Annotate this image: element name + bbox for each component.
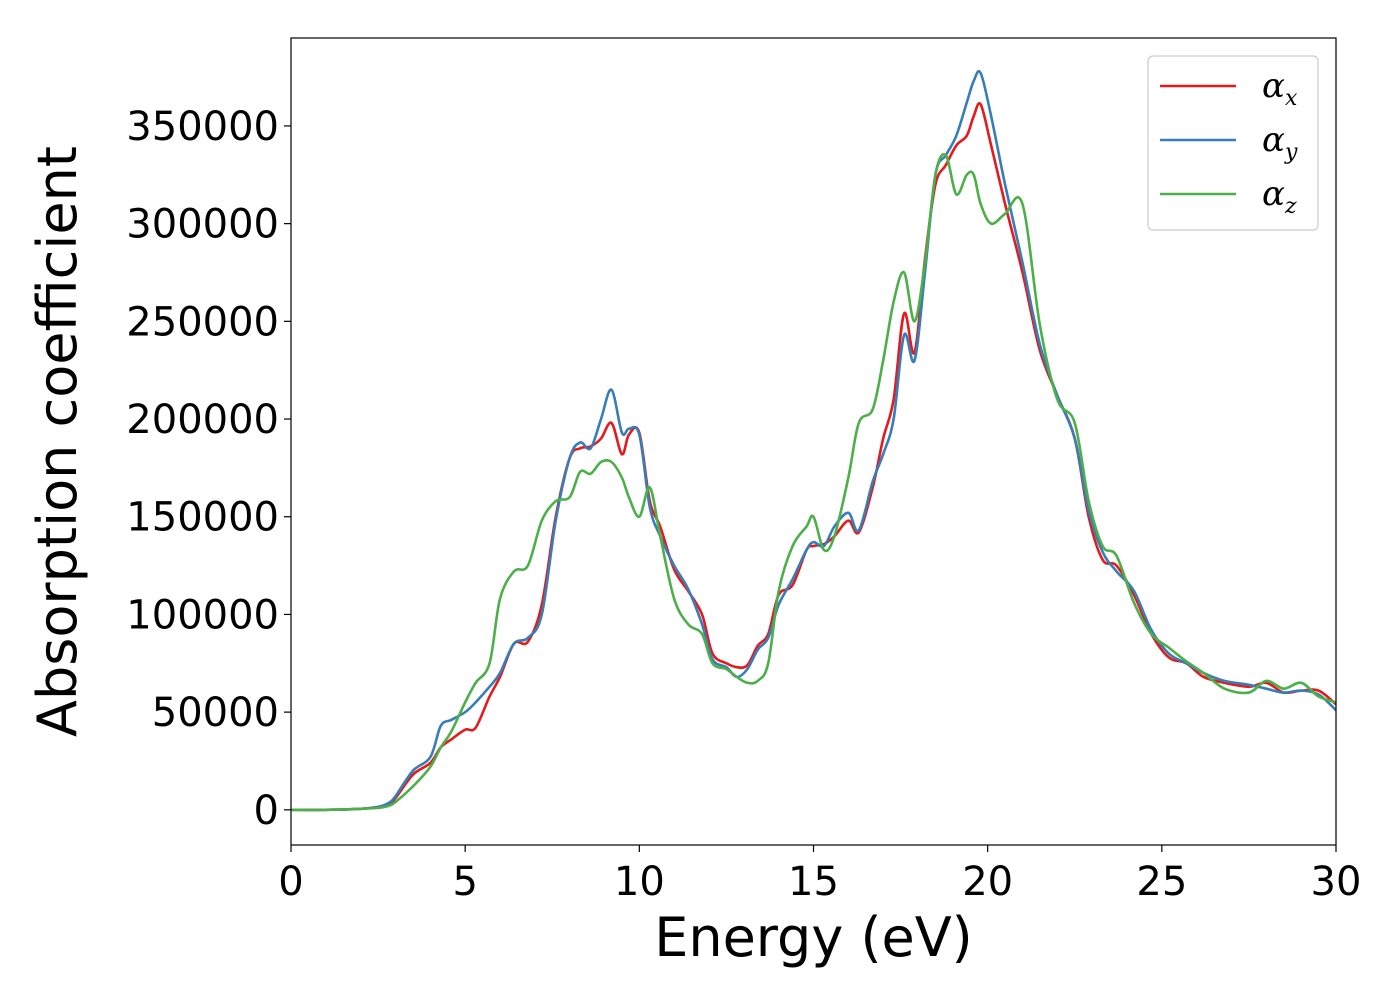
x-axis-label: Energy (eV) <box>654 906 973 969</box>
x-tick-label: 10 <box>614 859 665 905</box>
x-tick-label: 20 <box>962 859 1013 905</box>
y-tick-label: 0 <box>254 788 279 834</box>
series-layer <box>291 69 1336 812</box>
x-tick-label: 30 <box>1311 859 1362 905</box>
y-tick-label: 250000 <box>126 299 279 345</box>
x-axis-ticks: 0 5 10 15 20 25 30 <box>278 845 1361 905</box>
y-tick-label: 350000 <box>126 104 279 150</box>
x-tick-label: 15 <box>788 859 839 905</box>
y-tick-label: 300000 <box>126 202 279 248</box>
y-tick-label: 200000 <box>126 397 279 443</box>
legend-label-x: αx <box>1262 66 1298 111</box>
x-tick-label: 25 <box>1136 859 1187 905</box>
legend-box <box>1147 55 1319 231</box>
x-tick-label: 5 <box>452 859 477 905</box>
y-tick-label: 50000 <box>152 690 279 736</box>
y-tick-label: 150000 <box>126 495 279 541</box>
legend-label-z: αz <box>1262 174 1297 219</box>
series-line-y <box>291 69 1336 812</box>
legend-label-y: αy <box>1262 120 1298 165</box>
y-axis-ticks: 0 50000 100000 150000 200000 250000 300000 3500… <box>126 104 291 834</box>
x-tick-label: 0 <box>278 859 303 905</box>
series-line-z <box>291 153 1336 812</box>
y-axis-label: Absorption coefficient <box>26 146 89 737</box>
y-tick-label: 100000 <box>126 592 279 638</box>
legend: αx αy αz <box>1147 55 1319 231</box>
